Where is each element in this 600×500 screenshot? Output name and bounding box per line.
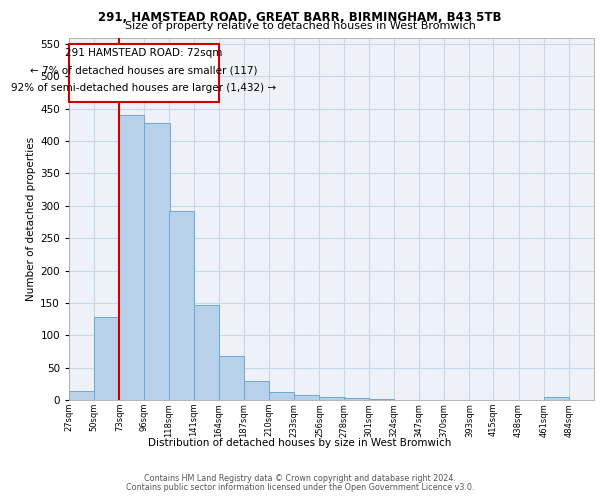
Bar (69, 391, 94, 400)
Bar (194, 305, 219, 400)
Text: Distribution of detached houses by size in West Bromwich: Distribution of detached houses by size … (148, 438, 452, 448)
Bar (269, 392, 295, 400)
Bar (145, 123, 170, 400)
Bar (69, 44, 219, 102)
Bar (244, 381, 269, 400)
Text: Size of property relative to detached houses in West Bromwich: Size of property relative to detached ho… (125, 21, 475, 31)
Bar (94, 317, 119, 400)
Text: 92% of semi-detached houses are larger (1,432) →: 92% of semi-detached houses are larger (… (11, 83, 277, 93)
Bar (169, 211, 194, 400)
Bar (319, 398, 344, 400)
Bar (544, 397, 569, 400)
Text: 291 HAMSTEAD ROAD: 72sqm: 291 HAMSTEAD ROAD: 72sqm (65, 48, 223, 58)
Y-axis label: Number of detached properties: Number of detached properties (26, 136, 36, 301)
Text: ← 7% of detached houses are smaller (117): ← 7% of detached houses are smaller (117… (30, 66, 257, 76)
Text: 291, HAMSTEAD ROAD, GREAT BARR, BIRMINGHAM, B43 5TB: 291, HAMSTEAD ROAD, GREAT BARR, BIRMINGH… (98, 11, 502, 24)
Text: Contains public sector information licensed under the Open Government Licence v3: Contains public sector information licen… (126, 484, 474, 492)
Bar (219, 356, 244, 400)
Bar (119, 115, 145, 400)
Text: Contains HM Land Registry data © Crown copyright and database right 2024.: Contains HM Land Registry data © Crown c… (144, 474, 456, 483)
Bar (344, 398, 368, 400)
Bar (295, 395, 319, 400)
